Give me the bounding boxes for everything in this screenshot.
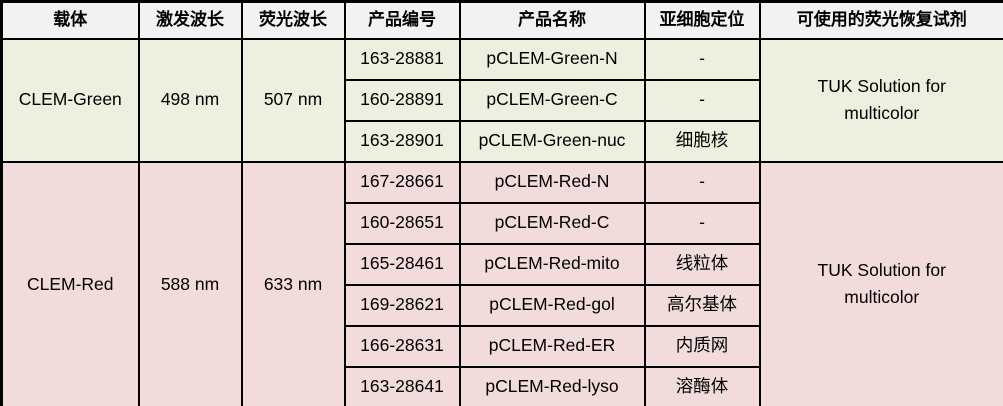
product-name-cell: pCLEM-Red-lyso [458, 365, 646, 406]
localization-cell: - [643, 37, 761, 81]
table-row: 163-28641 pCLEM-Red-lyso 溶酶体 [2, 365, 1003, 406]
product-code-cell: 163-28901 [343, 119, 461, 163]
product-name-cell: pCLEM-Red-N [458, 160, 646, 204]
vector-cell: CLEM-Red [0, 160, 140, 406]
product-code-cell: 165-28461 [343, 242, 461, 286]
table-row: 166-28631 pCLEM-Red-ER 内质网 [2, 324, 1003, 368]
header-reagent: 可使用的荧光恢复试剂 [758, 0, 1003, 40]
product-name-cell: pCLEM-Red-C [458, 201, 646, 245]
reagent-cell: TUK Solution for multicolor [758, 37, 1003, 163]
header-excitation: 激发波长 [137, 0, 243, 40]
header-vector: 载体 [0, 0, 140, 40]
localization-cell: - [643, 78, 761, 122]
product-code-cell: 166-28631 [343, 324, 461, 368]
localization-cell: 细胞核 [643, 119, 761, 163]
excitation-cell: 588 nm [137, 160, 243, 406]
table-row: 163-28901 pCLEM-Green-nuc 细胞核 [2, 119, 1003, 163]
table-row: 160-28891 pCLEM-Green-C - [2, 78, 1003, 122]
product-code-cell: 160-28891 [343, 78, 461, 122]
product-code-cell: 163-28881 [343, 37, 461, 81]
table-row: 169-28621 pCLEM-Red-gol 高尔基体 [2, 283, 1003, 327]
vector-cell: CLEM-Green [0, 37, 140, 163]
header-product-name: 产品名称 [458, 0, 646, 40]
product-code-cell: 167-28661 [343, 160, 461, 204]
product-name-cell: pCLEM-Red-mito [458, 242, 646, 286]
product-name-cell: pCLEM-Green-nuc [458, 119, 646, 163]
localization-cell: 高尔基体 [643, 283, 761, 327]
table-row: CLEM-Red 588 nm 633 nm 167-28661 pCLEM-R… [0, 160, 1003, 406]
product-code-cell: 169-28621 [343, 283, 461, 327]
emission-cell: 507 nm [240, 37, 346, 163]
table-row: CLEM-Green 498 nm 507 nm 163-28881 pCLEM… [0, 37, 1003, 163]
header-emission: 荧光波长 [240, 0, 346, 40]
localization-cell: 溶酶体 [643, 365, 761, 406]
header-localization: 亚细胞定位 [643, 0, 761, 40]
product-name-cell: pCLEM-Red-gol [458, 283, 646, 327]
excitation-cell: 498 nm [137, 37, 243, 163]
table-row: 160-28651 pCLEM-Red-C - [2, 201, 1003, 245]
localization-cell: 内质网 [643, 324, 761, 368]
product-name-cell: pCLEM-Green-N [458, 37, 646, 81]
localization-cell: 线粒体 [643, 242, 761, 286]
product-code-cell: 163-28641 [343, 365, 461, 406]
product-name-cell: pCLEM-Green-C [458, 78, 646, 122]
product-code-cell: 160-28651 [343, 201, 461, 245]
localization-cell: - [643, 201, 761, 245]
product-name-cell: pCLEM-Red-ER [458, 324, 646, 368]
header-row: 载体 激发波长 荧光波长 产品编号 产品名称 亚细胞定位 可使用的荧光恢复试剂 [0, 0, 1003, 40]
emission-cell: 633 nm [240, 160, 346, 406]
reagent-cell: TUK Solution for multicolor [758, 160, 1003, 406]
table-row: 165-28461 pCLEM-Red-mito 线粒体 [2, 242, 1003, 286]
localization-cell: - [643, 160, 761, 204]
header-product-code: 产品编号 [343, 0, 461, 40]
